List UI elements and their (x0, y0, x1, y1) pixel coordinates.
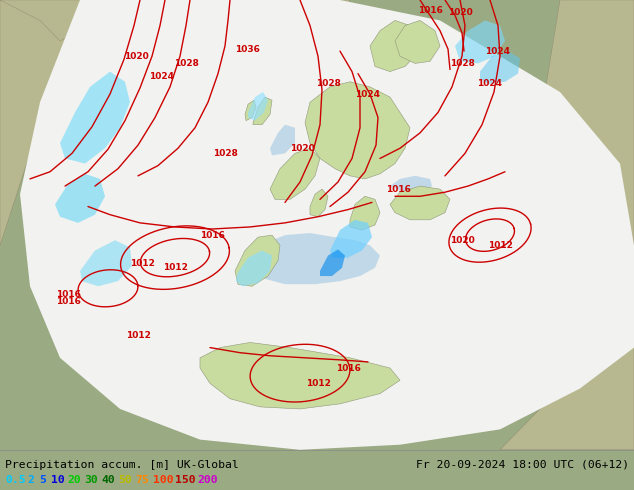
Polygon shape (320, 249, 345, 276)
Polygon shape (0, 0, 120, 41)
Text: 1020: 1020 (290, 144, 314, 153)
Text: Fr 20-09-2024 18:00 UTC (06+12): Fr 20-09-2024 18:00 UTC (06+12) (416, 460, 629, 470)
Text: 1016: 1016 (418, 6, 443, 15)
Polygon shape (270, 125, 295, 155)
Text: 1016: 1016 (335, 364, 361, 372)
Text: 20: 20 (67, 475, 81, 485)
Text: 1020: 1020 (448, 8, 472, 17)
Text: 1036: 1036 (235, 45, 259, 53)
Text: 5: 5 (39, 475, 46, 485)
Polygon shape (370, 21, 420, 72)
Text: 75: 75 (136, 475, 149, 485)
Text: 1024: 1024 (477, 79, 503, 88)
Text: 1012: 1012 (129, 259, 155, 268)
Text: 0.5: 0.5 (5, 475, 25, 485)
Polygon shape (0, 0, 80, 245)
Polygon shape (305, 82, 410, 179)
Polygon shape (270, 148, 320, 199)
Polygon shape (236, 250, 272, 286)
Polygon shape (200, 343, 400, 409)
Polygon shape (330, 220, 372, 258)
Polygon shape (530, 0, 634, 450)
Text: 1028: 1028 (316, 79, 340, 88)
Text: 1016: 1016 (56, 290, 81, 299)
Text: 1028: 1028 (450, 59, 474, 68)
Polygon shape (248, 92, 268, 121)
Polygon shape (20, 0, 634, 450)
Text: 1012: 1012 (306, 379, 330, 388)
Polygon shape (55, 174, 105, 223)
Text: 1020: 1020 (124, 52, 148, 61)
Text: 1024: 1024 (150, 72, 174, 81)
Text: 2: 2 (27, 475, 34, 485)
Polygon shape (250, 0, 350, 25)
Text: 100: 100 (153, 475, 173, 485)
Polygon shape (395, 21, 440, 63)
Polygon shape (350, 196, 380, 230)
Text: 1020: 1020 (450, 236, 474, 245)
Text: 50: 50 (119, 475, 133, 485)
Polygon shape (80, 240, 132, 286)
Polygon shape (310, 189, 328, 217)
Text: 1016: 1016 (200, 231, 224, 240)
Text: 1016: 1016 (56, 297, 81, 306)
Polygon shape (235, 235, 280, 286)
Polygon shape (60, 72, 130, 164)
Polygon shape (390, 186, 450, 220)
Text: 1012: 1012 (162, 263, 188, 272)
Text: 1024: 1024 (356, 90, 380, 98)
Polygon shape (455, 21, 505, 63)
Text: 1012: 1012 (126, 331, 150, 340)
Text: 1024: 1024 (486, 47, 510, 56)
Polygon shape (480, 51, 520, 84)
Text: 40: 40 (101, 475, 115, 485)
Text: Precipitation accum. [m] UK-Global: Precipitation accum. [m] UK-Global (5, 460, 239, 470)
Text: 150: 150 (175, 475, 196, 485)
Text: 1028: 1028 (212, 149, 238, 158)
Polygon shape (245, 233, 380, 284)
Polygon shape (500, 296, 634, 450)
Text: 1012: 1012 (488, 241, 512, 250)
Text: 30: 30 (84, 475, 98, 485)
Text: 200: 200 (198, 475, 218, 485)
Text: 1016: 1016 (385, 185, 410, 194)
Polygon shape (253, 97, 272, 125)
Polygon shape (245, 100, 256, 121)
Polygon shape (390, 176, 432, 192)
Text: 1028: 1028 (174, 59, 198, 68)
Text: 10: 10 (51, 475, 64, 485)
